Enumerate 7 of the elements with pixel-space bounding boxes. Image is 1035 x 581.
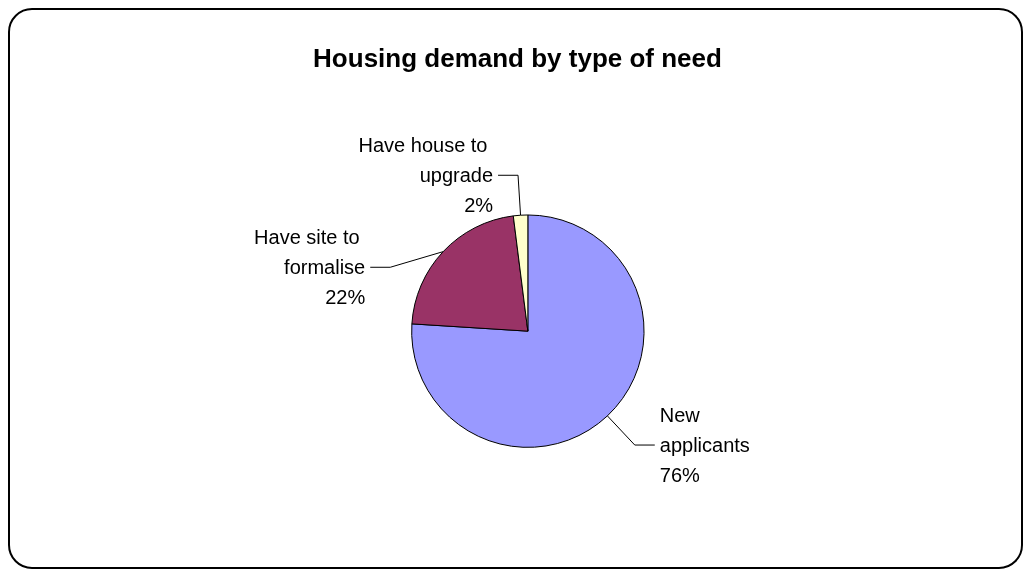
- slice-label: Have site to formalise: [254, 226, 366, 279]
- data-label: 2%: [464, 194, 494, 217]
- slice-label: Have house to upgrade: [358, 134, 494, 187]
- data-label: 76%: [659, 464, 701, 487]
- slice-label: New applicants: [659, 404, 750, 457]
- chart-title: Housing demand by type of need: [313, 43, 722, 73]
- data-label: 22%: [325, 286, 366, 309]
